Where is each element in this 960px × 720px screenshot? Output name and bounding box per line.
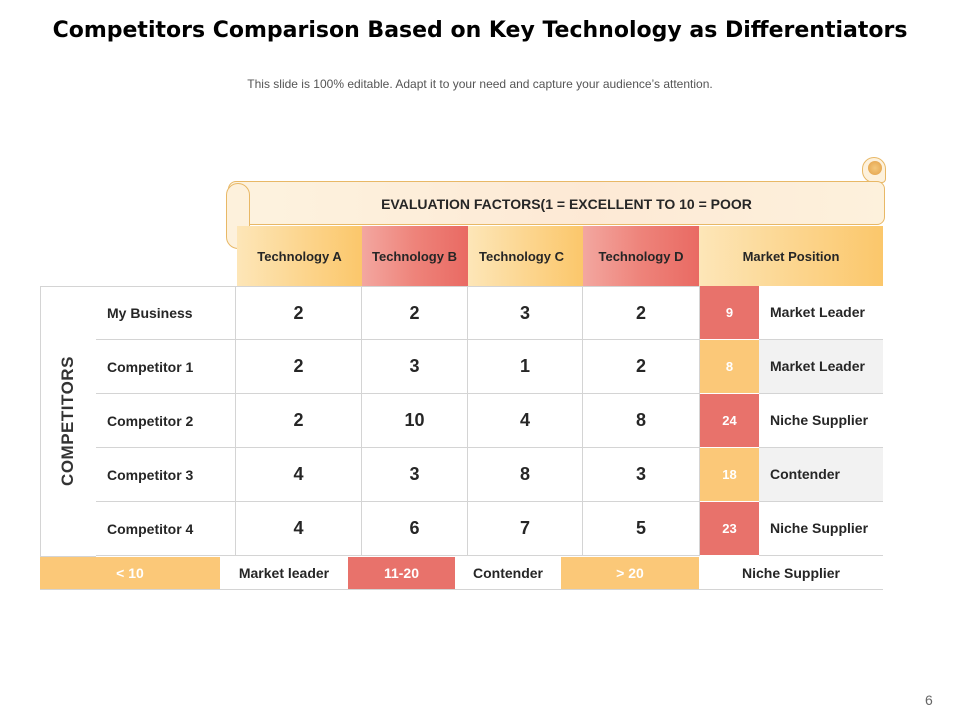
cell-technology-c: 8 xyxy=(468,448,583,502)
row-name: Competitor 1 xyxy=(96,340,236,394)
cell-technology-d: 3 xyxy=(583,448,700,502)
cell-technology-c: 4 xyxy=(468,394,583,448)
legend-label-leader: Market leader xyxy=(220,557,348,590)
row-name: My Business xyxy=(96,286,236,340)
cell-technology-b: 3 xyxy=(362,448,468,502)
table-row: Competitor 2 2 10 4 8 24 Niche Supplier xyxy=(96,394,883,448)
market-position-cell: Market Leader xyxy=(759,286,883,340)
evaluation-banner: EVALUATION FACTORS(1 = EXCELLENT TO 10 =… xyxy=(228,181,885,225)
table-row: Competitor 1 2 3 1 2 8 Market Leader xyxy=(96,340,883,394)
score-badge: 8 xyxy=(700,340,759,394)
cell-technology-b: 2 xyxy=(362,286,468,340)
table-row: Competitor 4 4 6 7 5 23 Niche Supplier xyxy=(96,502,883,556)
cell-technology-d: 2 xyxy=(583,286,700,340)
competitors-side-column xyxy=(40,286,96,557)
evaluation-banner-text: EVALUATION FACTORS(1 = EXCELLENT TO 10 =… xyxy=(381,196,752,212)
score-badge: 23 xyxy=(700,502,759,556)
legend-range-contender: 11-20 xyxy=(348,557,455,590)
table-row: Competitor 3 4 3 8 3 18 Contender xyxy=(96,448,883,502)
legend-bar: < 10 Market leader 11-20 Contender > 20 … xyxy=(40,557,883,590)
market-position-cell: Market Leader xyxy=(759,340,883,394)
market-position-cell: Niche Supplier xyxy=(759,394,883,448)
slide-subtitle: This slide is 100% editable. Adapt it to… xyxy=(247,77,713,91)
cell-technology-c: 3 xyxy=(468,286,583,340)
page-number: 6 xyxy=(925,692,933,708)
row-name: Competitor 3 xyxy=(96,448,236,502)
cell-technology-a: 2 xyxy=(236,394,362,448)
cell-technology-a: 2 xyxy=(236,340,362,394)
header-market-position: Market Position xyxy=(699,226,883,286)
cell-technology-b: 10 xyxy=(362,394,468,448)
cell-technology-d: 2 xyxy=(583,340,700,394)
market-position-cell: Contender xyxy=(759,448,883,502)
cell-technology-b: 3 xyxy=(362,340,468,394)
legend-range-niche: > 20 xyxy=(561,557,699,590)
competitors-side-label: COMPETITORS xyxy=(58,356,77,486)
score-badge: 18 xyxy=(700,448,759,502)
market-position-cell: Niche Supplier xyxy=(759,502,883,556)
score-badge: 9 xyxy=(700,286,759,340)
cell-technology-b: 6 xyxy=(362,502,468,556)
cell-technology-a: 4 xyxy=(236,502,362,556)
legend-label-contender: Contender xyxy=(455,557,561,590)
slide-title: Competitors Comparison Based on Key Tech… xyxy=(52,18,908,43)
cell-technology-a: 4 xyxy=(236,448,362,502)
legend-label-niche: Niche Supplier xyxy=(699,557,883,590)
cell-technology-c: 7 xyxy=(468,502,583,556)
score-badge: 24 xyxy=(700,394,759,448)
row-name: Competitor 4 xyxy=(96,502,236,556)
cell-technology-c: 1 xyxy=(468,340,583,394)
header-technology-a: Technology A xyxy=(237,226,362,286)
header-technology-d: Technology D xyxy=(583,226,699,286)
header-technology-b: Technology B xyxy=(362,226,468,286)
cell-technology-a: 2 xyxy=(236,286,362,340)
cell-technology-d: 8 xyxy=(583,394,700,448)
legend-range-leader: < 10 xyxy=(40,557,220,590)
header-technology-c: Technology C xyxy=(468,226,583,286)
scroll-curl-knob xyxy=(868,161,882,175)
cell-technology-d: 5 xyxy=(583,502,700,556)
table-row: My Business 2 2 3 2 9 Market Leader xyxy=(96,286,883,340)
row-name: Competitor 2 xyxy=(96,394,236,448)
